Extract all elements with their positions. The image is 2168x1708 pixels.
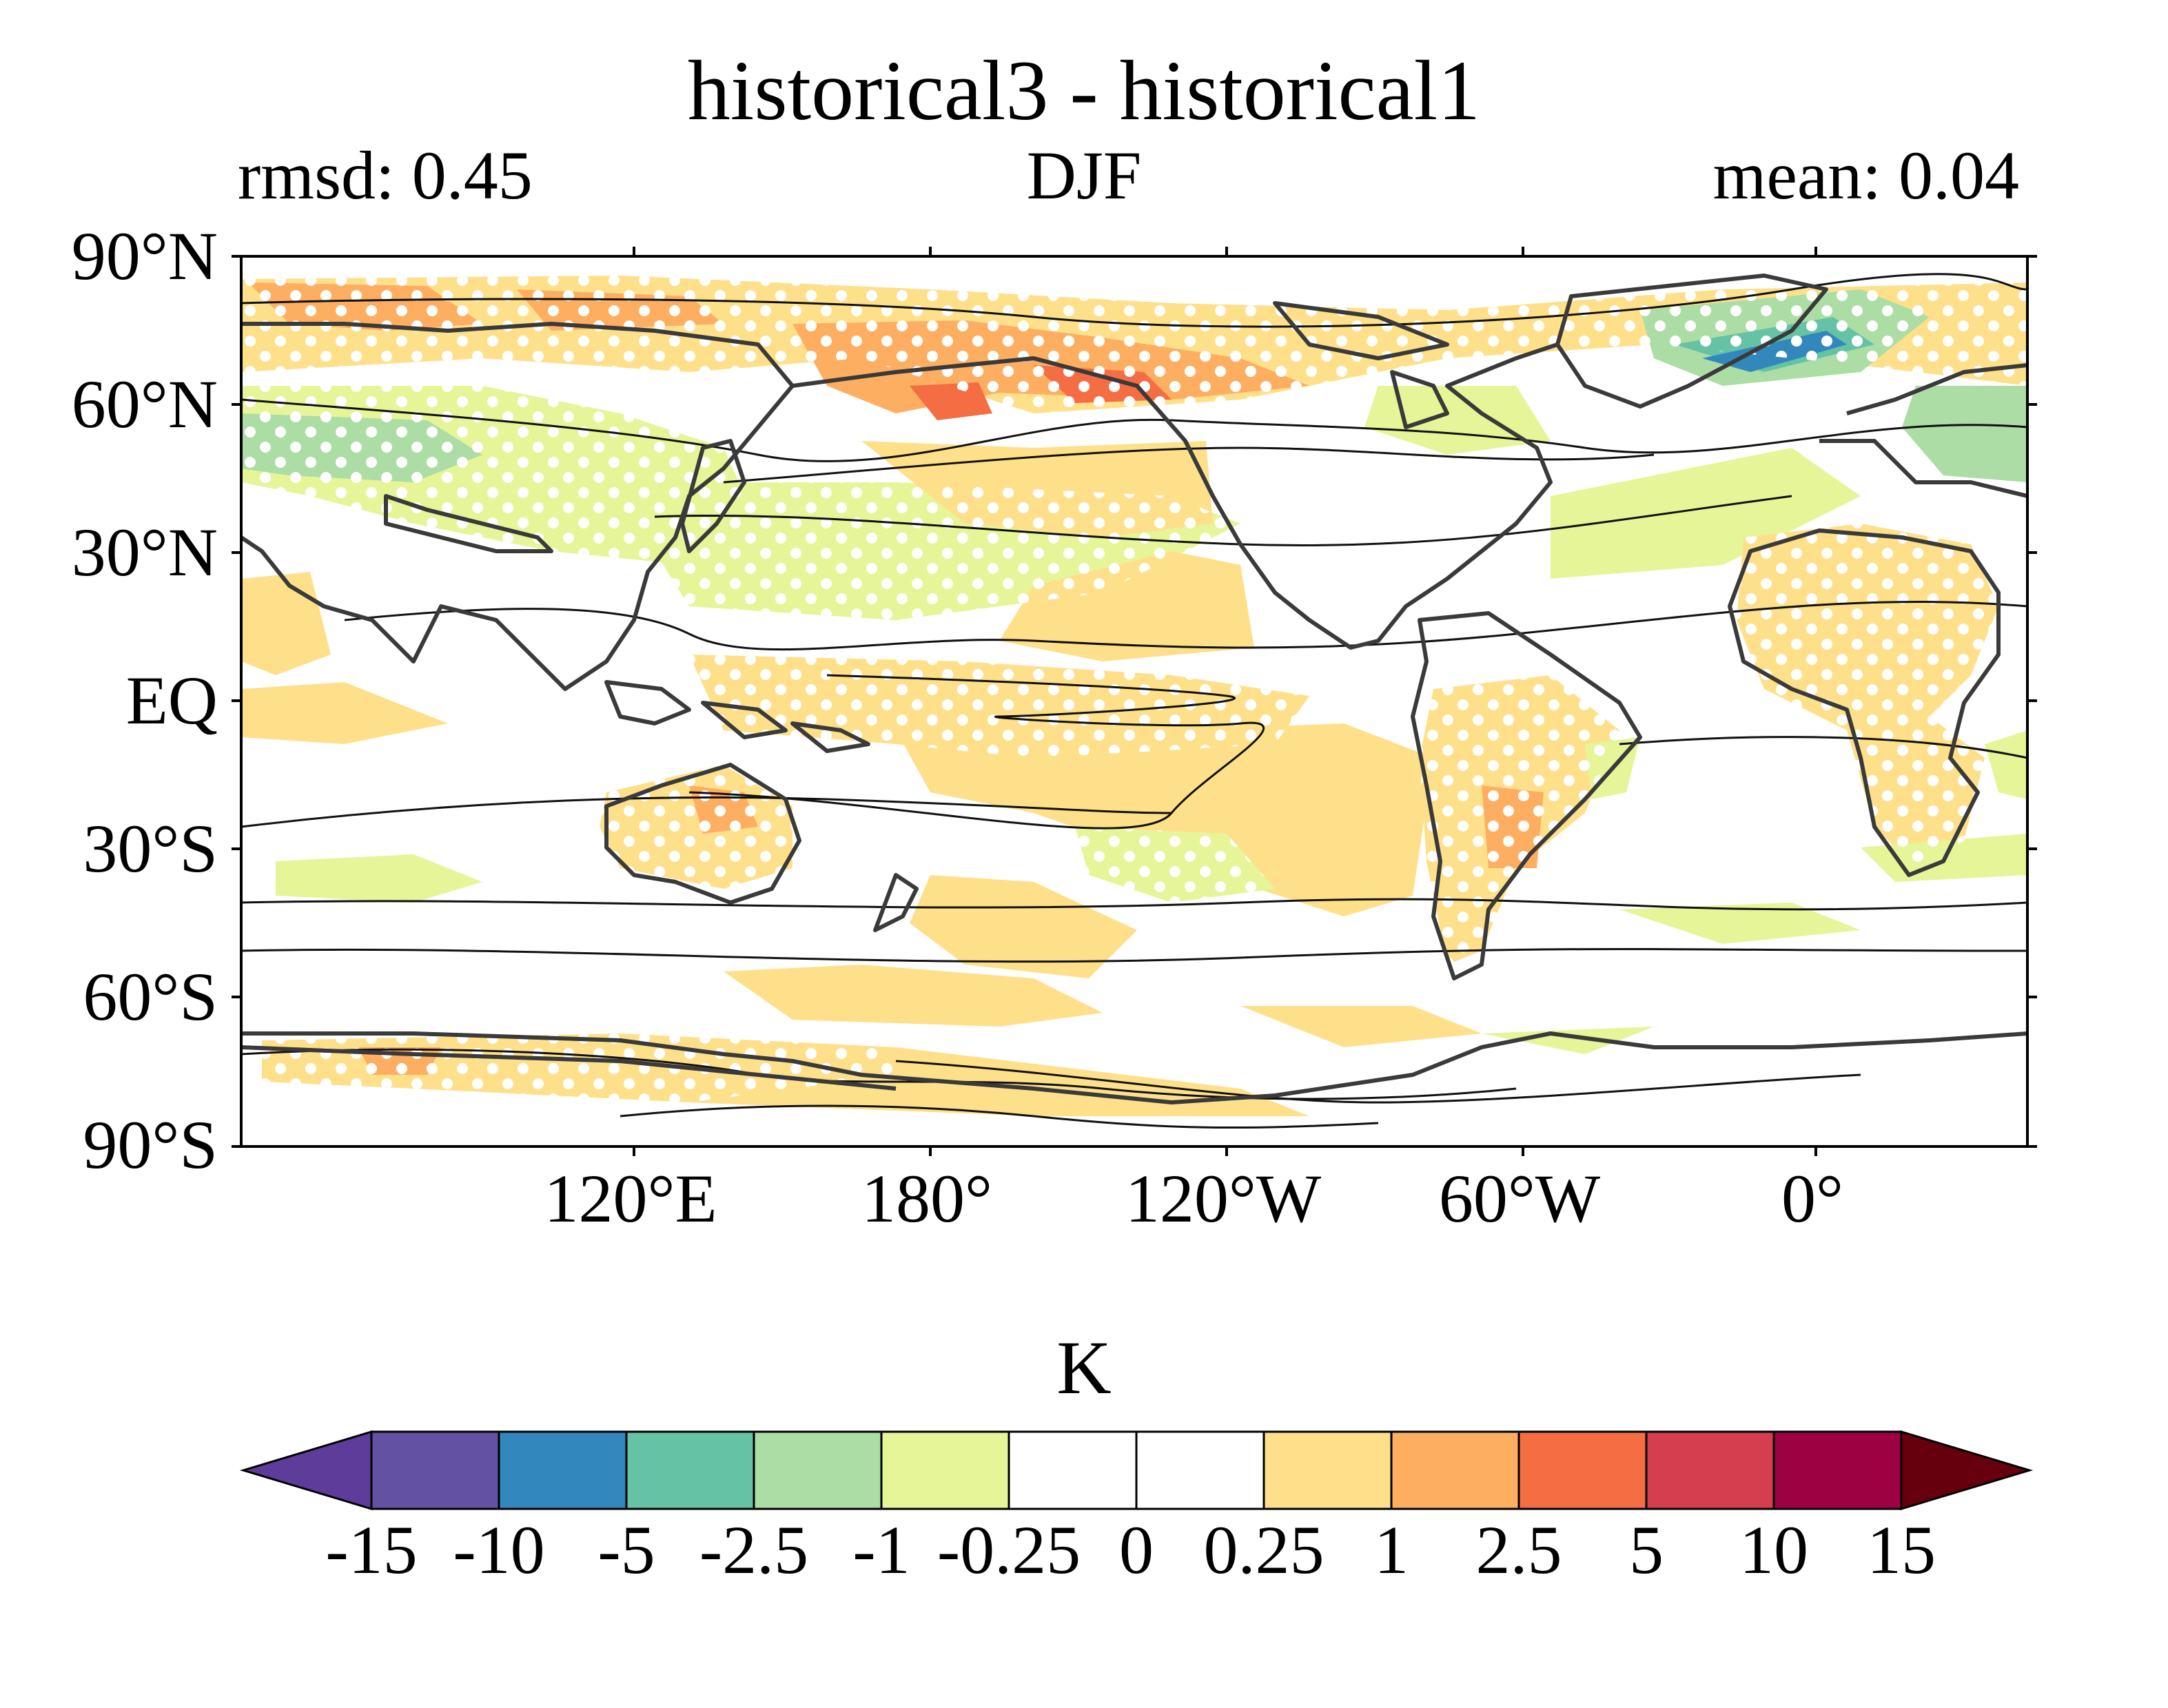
colorbar-segment bbox=[498, 1430, 628, 1510]
colorbar-segment bbox=[1390, 1430, 1520, 1510]
lat-tick-label: 60°S bbox=[83, 958, 218, 1035]
anomaly-region bbox=[910, 875, 1137, 978]
colorbar-tick-label: -1 bbox=[852, 1512, 910, 1588]
anomaly-region bbox=[724, 965, 1103, 1027]
colorbar-tick-label: 0.25 bbox=[1203, 1512, 1325, 1588]
colorbar-segment bbox=[1517, 1430, 1648, 1510]
anomaly-region bbox=[896, 723, 1433, 916]
plot-title: historical3 - historical1 bbox=[687, 43, 1481, 138]
lon-tick-label: 180° bbox=[861, 1160, 992, 1237]
colorbar-tick-label: -0.25 bbox=[937, 1512, 1081, 1588]
anomaly-region bbox=[1985, 730, 2027, 799]
lon-tick-label: 0° bbox=[1781, 1160, 1843, 1237]
colorbar-extend-min bbox=[239, 1430, 373, 1511]
colorbar-tick-label: -15 bbox=[325, 1512, 418, 1588]
colorbar-tick-label: -10 bbox=[453, 1512, 545, 1588]
climatology-contours bbox=[241, 273, 2027, 1129]
coastlines bbox=[241, 274, 2027, 1104]
colorbar-segment bbox=[1008, 1430, 1138, 1510]
colorbar-segment bbox=[1772, 1430, 1903, 1510]
lat-tick-label: 90°S bbox=[83, 1107, 218, 1183]
colorbar-tick-label: 1 bbox=[1374, 1512, 1409, 1588]
colorbar bbox=[239, 1430, 2034, 1511]
colorbar-extend-max bbox=[1900, 1430, 2034, 1511]
anomaly-region bbox=[241, 682, 448, 744]
colorbar-tick-label: 5 bbox=[1629, 1512, 1664, 1588]
colorbar-tick-label: 0 bbox=[1119, 1512, 1154, 1588]
lat-tick-label: 60°N bbox=[71, 366, 218, 442]
lat-tick-label: 90°N bbox=[71, 218, 218, 294]
anomaly-region bbox=[1551, 448, 1861, 579]
anomaly-region bbox=[276, 854, 482, 903]
mean-label: mean: 0.04 bbox=[1712, 137, 2019, 214]
colorbar-segment bbox=[880, 1430, 1010, 1510]
anomaly-region bbox=[1482, 1027, 1654, 1054]
colorbar-tick-label: -5 bbox=[597, 1512, 655, 1588]
rmsd-label: rmsd: 0.45 bbox=[238, 137, 533, 214]
anomaly-region bbox=[1240, 1006, 1482, 1047]
colorbar-tick-label: 15 bbox=[1867, 1512, 1936, 1588]
lat-ticks bbox=[232, 255, 2037, 1148]
anomaly-region bbox=[1619, 903, 1861, 944]
lon-ticks bbox=[633, 247, 1817, 1156]
season-label: DJF bbox=[1026, 137, 1142, 214]
colorbar-tick-label: 2.5 bbox=[1475, 1512, 1562, 1588]
lon-tick-label: 60°W bbox=[1438, 1160, 1601, 1237]
lon-tick-label: 120°E bbox=[544, 1160, 717, 1237]
lat-tick-label: 30°N bbox=[71, 514, 218, 590]
anomaly-region bbox=[1902, 386, 2027, 482]
lon-tick-label: 120°W bbox=[1125, 1160, 1322, 1237]
lat-tick-label: EQ bbox=[125, 662, 218, 739]
colorbar-segment bbox=[753, 1430, 883, 1510]
map-field bbox=[241, 256, 2027, 1146]
colorbar-segment bbox=[1645, 1430, 1775, 1510]
colorbar-segment bbox=[370, 1430, 500, 1510]
colorbar-segment bbox=[1135, 1430, 1265, 1510]
colorbar-segment bbox=[1262, 1430, 1393, 1510]
colorbar-tick-label: -2.5 bbox=[699, 1512, 809, 1588]
colorbar-tick-label: 10 bbox=[1739, 1512, 1808, 1588]
lat-tick-label: 30°S bbox=[83, 810, 218, 887]
colorbar-segment bbox=[625, 1430, 755, 1510]
colorbar-label: K bbox=[1056, 1326, 1112, 1410]
